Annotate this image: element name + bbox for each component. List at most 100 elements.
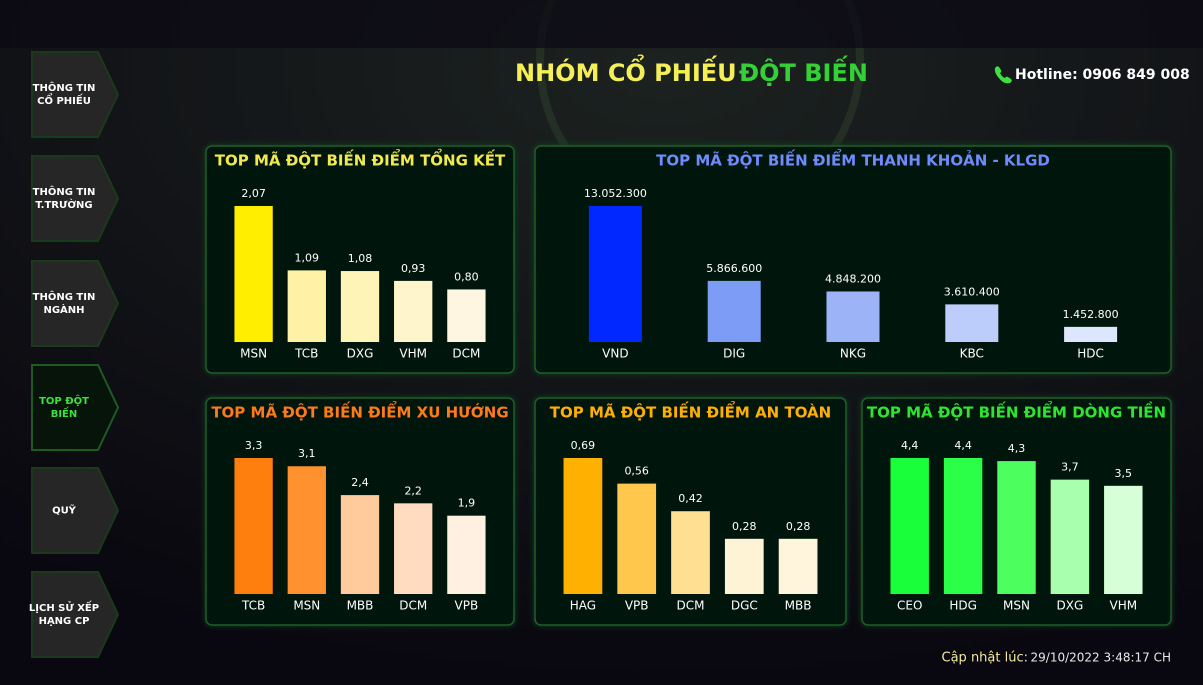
chart-title: TOP MÃ ĐỘT BIẾN ĐIỂM AN TOÀN — [550, 400, 831, 422]
category-label: NKG — [840, 347, 866, 361]
category-label: VHM — [1110, 599, 1138, 613]
value-label: 1,08 — [348, 252, 373, 265]
nav-label: CỔ PHIẾU — [37, 92, 91, 107]
category-label: TCB — [241, 599, 265, 613]
charts: TOP MÃ ĐỘT BIẾN ĐIỂM TỔNG KẾT 2,07 MSN 1,09… — [205, 145, 1172, 626]
nav-label: QUỸ — [52, 504, 77, 517]
nav-shape — [31, 260, 120, 347]
value-label: 1,9 — [458, 497, 476, 510]
category-label: DGC — [731, 599, 758, 613]
bar — [287, 270, 326, 342]
bar — [724, 538, 764, 594]
value-label: 2,2 — [404, 484, 422, 497]
category-label: DXG — [1057, 599, 1084, 613]
value-label: 3,7 — [1061, 461, 1079, 474]
nav-label: HẠNG CP — [39, 616, 90, 627]
category-label: VHM — [399, 347, 427, 361]
value-label: 0,42 — [678, 492, 703, 505]
bar — [234, 458, 273, 594]
category-label: VPB — [455, 599, 479, 613]
category-label: MSN — [240, 347, 267, 361]
chart-title: TOP MÃ ĐỘT BIẾN ĐIỂM DÒNG TIỀN — [867, 400, 1166, 422]
bar — [671, 511, 710, 594]
category-label: MBB — [347, 599, 374, 613]
value-label: 4,4 — [954, 439, 972, 452]
value-label: 1.452.800 — [1063, 308, 1119, 321]
category-label: MBB — [785, 599, 812, 613]
bar — [1064, 326, 1118, 342]
category-label: TCB — [294, 347, 318, 361]
bar — [340, 495, 380, 594]
bar — [943, 458, 983, 594]
value-label: 0,93 — [401, 262, 426, 275]
value-label: 4.848.200 — [825, 272, 881, 285]
update-label: Cập nhật lúc: — [942, 651, 1028, 666]
nav-shape — [31, 571, 120, 658]
value-label: 3,1 — [298, 447, 316, 460]
value-label: 3,3 — [245, 439, 263, 452]
nav-label: TOP ĐỘT — [39, 394, 89, 407]
category-label: KBC — [960, 347, 984, 361]
nav-label: BIẾN — [51, 405, 78, 420]
nav-label: NGÀNH — [43, 303, 84, 316]
bar — [617, 483, 657, 594]
category-label: CEO — [897, 599, 922, 613]
page-title-highlight: ĐỘT BIẾN — [739, 54, 868, 87]
nav-label: LỊCH SỬ XẾP — [29, 599, 99, 614]
hotline[interactable]: Hotline: 0906 849 008 — [1015, 67, 1190, 83]
update-time: 29/10/2022 3:48:17 CH — [1031, 651, 1171, 665]
category-label: MSN — [1003, 599, 1030, 613]
category-label: VPB — [625, 599, 649, 613]
category-label: DXG — [347, 347, 374, 361]
nav-label: THÔNG TIN — [33, 290, 96, 303]
value-label: 0,80 — [454, 270, 479, 283]
value-label: 0,28 — [732, 520, 757, 533]
category-label: DCM — [677, 599, 705, 613]
bar — [588, 206, 642, 342]
nav-shape — [31, 155, 120, 242]
chart-title: TOP MÃ ĐỘT BIẾN ĐIỂM THANH KHOẢN - KLGD — [656, 148, 1050, 170]
category-label: HDG — [949, 599, 977, 613]
bar — [447, 515, 486, 594]
bar — [394, 503, 433, 594]
bar — [234, 206, 273, 342]
bar — [997, 461, 1036, 594]
nav-button[interactable]: LỊCH SỬ XẾP HẠNG CP — [29, 571, 120, 658]
bar — [778, 538, 818, 594]
bar — [826, 291, 880, 342]
nav-label: THÔNG TIN — [33, 81, 96, 94]
value-label: 5.866.600 — [706, 262, 762, 275]
bar — [447, 289, 486, 342]
value-label: 2,07 — [241, 187, 266, 200]
value-label: 4,4 — [901, 439, 919, 452]
value-label: 0,28 — [786, 520, 811, 533]
nav-label: T.TRƯỜNG — [35, 198, 92, 211]
chart-title: TOP MÃ ĐỘT BIẾN ĐIỂM TỔNG KẾT — [215, 148, 506, 170]
category-label: VND — [602, 347, 628, 361]
bar — [287, 466, 326, 594]
chart-title: TOP MÃ ĐỘT BIẾN ĐIỂM XU HƯỚNG — [211, 400, 508, 422]
nav-shape — [31, 364, 120, 451]
value-label: 2,4 — [351, 476, 369, 489]
bar — [1050, 479, 1090, 594]
value-label: 1,09 — [295, 251, 320, 264]
category-label: DCM — [399, 599, 427, 613]
nav-button[interactable]: QUỸ — [31, 467, 120, 554]
phone-icon — [994, 66, 1012, 84]
nav-label: THÔNG TIN — [33, 185, 96, 198]
bar — [890, 458, 929, 594]
nav-shape — [31, 467, 120, 554]
value-label: 3,5 — [1115, 467, 1133, 480]
bar — [1104, 485, 1143, 594]
nav-shape — [31, 51, 120, 138]
bar — [394, 280, 433, 342]
value-label: 0,56 — [624, 465, 649, 478]
category-label: MSN — [293, 599, 320, 613]
value-label: 13.052.300 — [584, 187, 647, 200]
